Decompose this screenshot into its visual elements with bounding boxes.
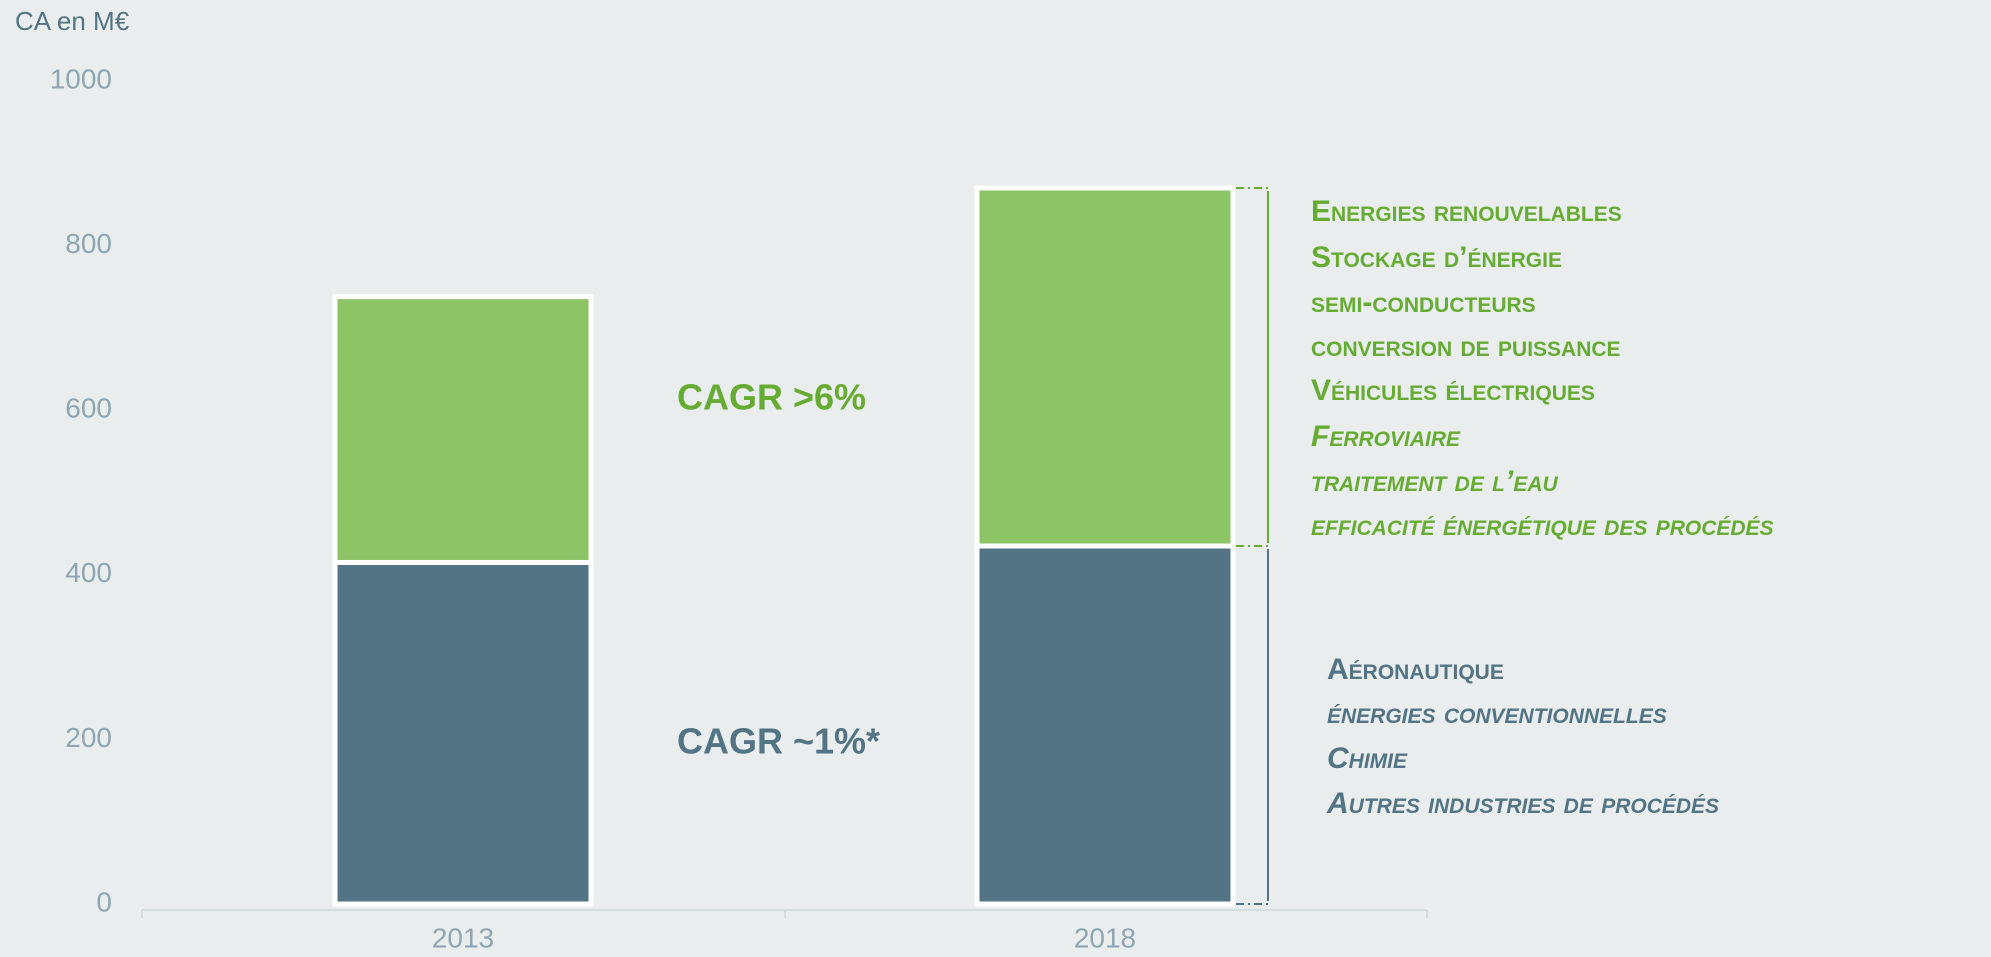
y-axis-title: CA en M€ (15, 6, 130, 36)
x-tick-label: 2018 (1074, 922, 1136, 953)
bar-segment (974, 185, 1236, 549)
annotation: CAGR ~1%* (677, 721, 880, 762)
bar-segment (332, 294, 594, 565)
list-item: Autres industries de procédés (1326, 787, 1719, 820)
y-tick-label: 400 (65, 557, 112, 588)
blue-list: Aéronautique énergies conventionnelles C… (1326, 653, 1719, 820)
list-item: Ferroviaire (1311, 420, 1461, 453)
list-item: semi-conducteurs (1311, 286, 1536, 319)
list-item: énergies conventionnelles (1327, 697, 1667, 730)
bar-segment (974, 543, 1236, 907)
bar-segment (332, 559, 594, 907)
list-item: Chimie (1327, 742, 1408, 775)
list-item: traitement de l’eau (1311, 465, 1558, 498)
x-tick-label: 2013 (432, 922, 494, 953)
list-item: Aéronautique (1327, 653, 1504, 686)
y-tick-label: 1000 (50, 63, 112, 94)
list-item: Energies renouvelables (1311, 195, 1622, 228)
green-list: Energies renouvelables Stockage d’énergi… (1311, 195, 1774, 542)
y-tick-label: 800 (65, 228, 112, 259)
list-item: Véhicules électriques (1311, 374, 1595, 407)
y-tick-label: 200 (65, 722, 112, 753)
list-item: efficacité énergétique des procédés (1311, 509, 1774, 542)
annotation: CAGR >6% (677, 377, 866, 418)
y-tick-label: 600 (65, 393, 112, 424)
y-tick-label: 0 (96, 886, 112, 917)
list-item: conversion de puissance (1311, 330, 1621, 363)
list-item: Stockage d’énergie (1311, 241, 1562, 274)
